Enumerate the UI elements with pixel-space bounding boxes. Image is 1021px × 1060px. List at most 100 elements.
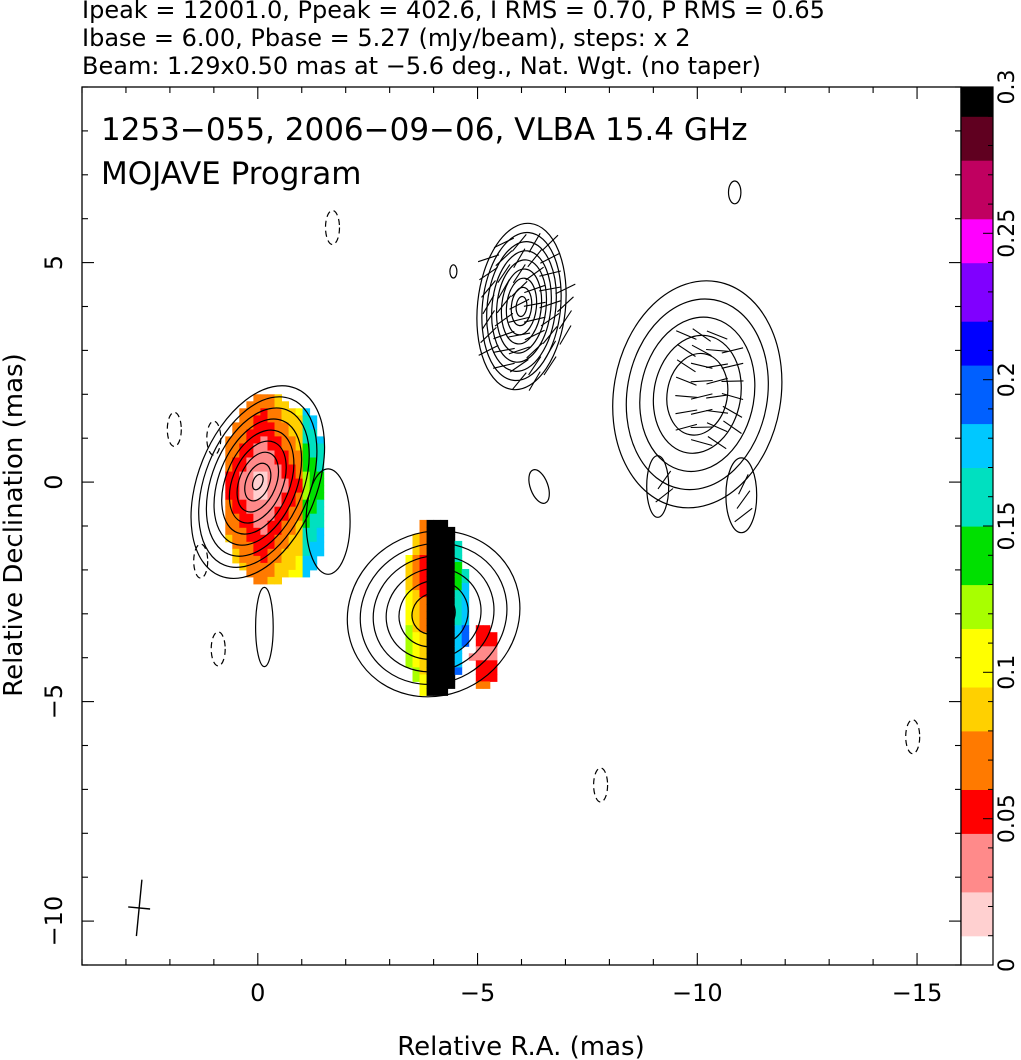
polarization-pixel xyxy=(447,674,456,682)
polarization-pixel xyxy=(246,548,254,557)
contour-core xyxy=(251,473,264,491)
polarization-pixel xyxy=(225,513,233,522)
evpa-stick xyxy=(493,330,515,340)
polarization-pixel xyxy=(447,618,456,626)
polarization-pixel xyxy=(253,408,261,416)
polarization-pixel xyxy=(239,506,247,515)
polarization-pixel xyxy=(419,646,427,654)
colorbar-tick-label: 0.15 xyxy=(995,502,1020,551)
polarization-pixel xyxy=(260,415,268,423)
polarization-pixel xyxy=(260,429,268,437)
evpa-stick xyxy=(482,294,495,315)
contour-isolated xyxy=(727,180,742,205)
colorbar-cell xyxy=(961,818,993,834)
polarization-pixel xyxy=(260,548,268,557)
contour-inner-jet xyxy=(398,580,469,648)
polarization-pixel xyxy=(225,471,233,480)
polarization-pixel xyxy=(281,401,289,409)
contour-core-tail xyxy=(254,586,274,668)
polarization-pixel xyxy=(405,583,413,591)
polarization-pixel xyxy=(454,611,463,619)
polarization-pixel xyxy=(246,443,254,451)
polarization-pixel xyxy=(440,618,449,626)
contour-lobe-spot xyxy=(725,457,758,534)
polarization-pixel xyxy=(253,569,261,578)
polarization-pixel xyxy=(405,590,413,598)
evpa-stick xyxy=(497,264,511,284)
y-axis-label: Relative Declination (mas) xyxy=(0,353,29,696)
polarization-pixel xyxy=(253,513,261,522)
colorbar-tick-label: 0 xyxy=(995,958,1020,972)
polarization-pixel xyxy=(260,485,268,494)
polarization-pixel xyxy=(468,653,477,661)
evpa-stick xyxy=(706,394,729,399)
polarization-pixel xyxy=(281,499,289,508)
polarization-pixel xyxy=(316,471,325,480)
polarization-pixel xyxy=(274,422,282,430)
polarization-pixel xyxy=(295,541,304,550)
polarization-pixel xyxy=(426,611,435,619)
evpa-stick xyxy=(706,409,729,414)
polarization-pixel xyxy=(489,660,498,668)
evpa-stick xyxy=(524,284,546,294)
polarization-pixel xyxy=(426,660,435,668)
colorbar-cell xyxy=(961,87,993,103)
evpa-stick xyxy=(543,356,557,376)
polarization-pixel xyxy=(447,562,456,570)
polarization-pixel xyxy=(309,429,318,437)
polarization-pixel xyxy=(405,562,413,570)
polarization-pixel xyxy=(412,604,420,612)
polarization-pixel xyxy=(454,562,463,570)
polarization-pixel xyxy=(475,625,484,633)
polarization-pixel xyxy=(454,625,463,633)
polarization-pixel xyxy=(246,562,254,571)
polarization-pixel xyxy=(281,492,289,501)
polarization-pixel xyxy=(267,485,275,494)
evpa-stick xyxy=(528,233,541,253)
contour-core xyxy=(244,462,272,502)
evpa-stick xyxy=(525,266,544,281)
polarization-pixel xyxy=(225,499,233,508)
polarization-pixel xyxy=(232,492,240,501)
polarization-pixel xyxy=(433,548,442,556)
polarization-pixel xyxy=(461,604,470,612)
negative-contour xyxy=(206,420,222,456)
polarization-pixel xyxy=(239,499,247,508)
y-tick-label: −10 xyxy=(40,896,68,947)
polarization-pixel xyxy=(232,541,240,550)
polarization-pixel xyxy=(253,443,261,451)
polarization-pixel xyxy=(260,499,268,508)
polarization-pixel xyxy=(246,541,254,550)
colorbar-cell xyxy=(961,555,993,571)
polarization-pixel xyxy=(281,527,289,536)
polarization-pixel xyxy=(281,464,289,472)
colorbar-tick-label: 0.3 xyxy=(995,70,1020,105)
evpa-stick xyxy=(555,283,576,295)
colorbar-cell xyxy=(961,526,993,542)
polarization-pixel xyxy=(454,639,463,647)
polarization-pixel xyxy=(232,485,240,494)
colorbar-cell xyxy=(961,335,993,351)
evpa-stick xyxy=(528,356,542,376)
evpa-stick xyxy=(734,507,753,523)
colorbar-cell xyxy=(961,540,993,556)
evpa-stick xyxy=(540,312,560,327)
colorbar-cell xyxy=(961,687,993,703)
polarization-pixel xyxy=(274,562,282,571)
colorbar-cell xyxy=(961,116,993,132)
polarization-pixel xyxy=(225,450,233,458)
polarization-pixel xyxy=(239,464,247,472)
colorbar-cell xyxy=(961,394,993,410)
polarization-pixel xyxy=(461,597,470,605)
polarization-pixel xyxy=(232,534,240,543)
polarization-pixel xyxy=(274,555,282,564)
polarization-pixel xyxy=(274,534,282,543)
polarization-pixel xyxy=(246,478,254,487)
polarization-pixel xyxy=(447,667,456,675)
polarization-pixel xyxy=(232,548,240,557)
colorbar-cell xyxy=(961,760,993,776)
evpa-stick xyxy=(691,344,712,357)
polarization-pixel xyxy=(433,540,442,549)
colorbar-cell xyxy=(961,306,993,322)
polarization-pixel xyxy=(316,548,325,557)
